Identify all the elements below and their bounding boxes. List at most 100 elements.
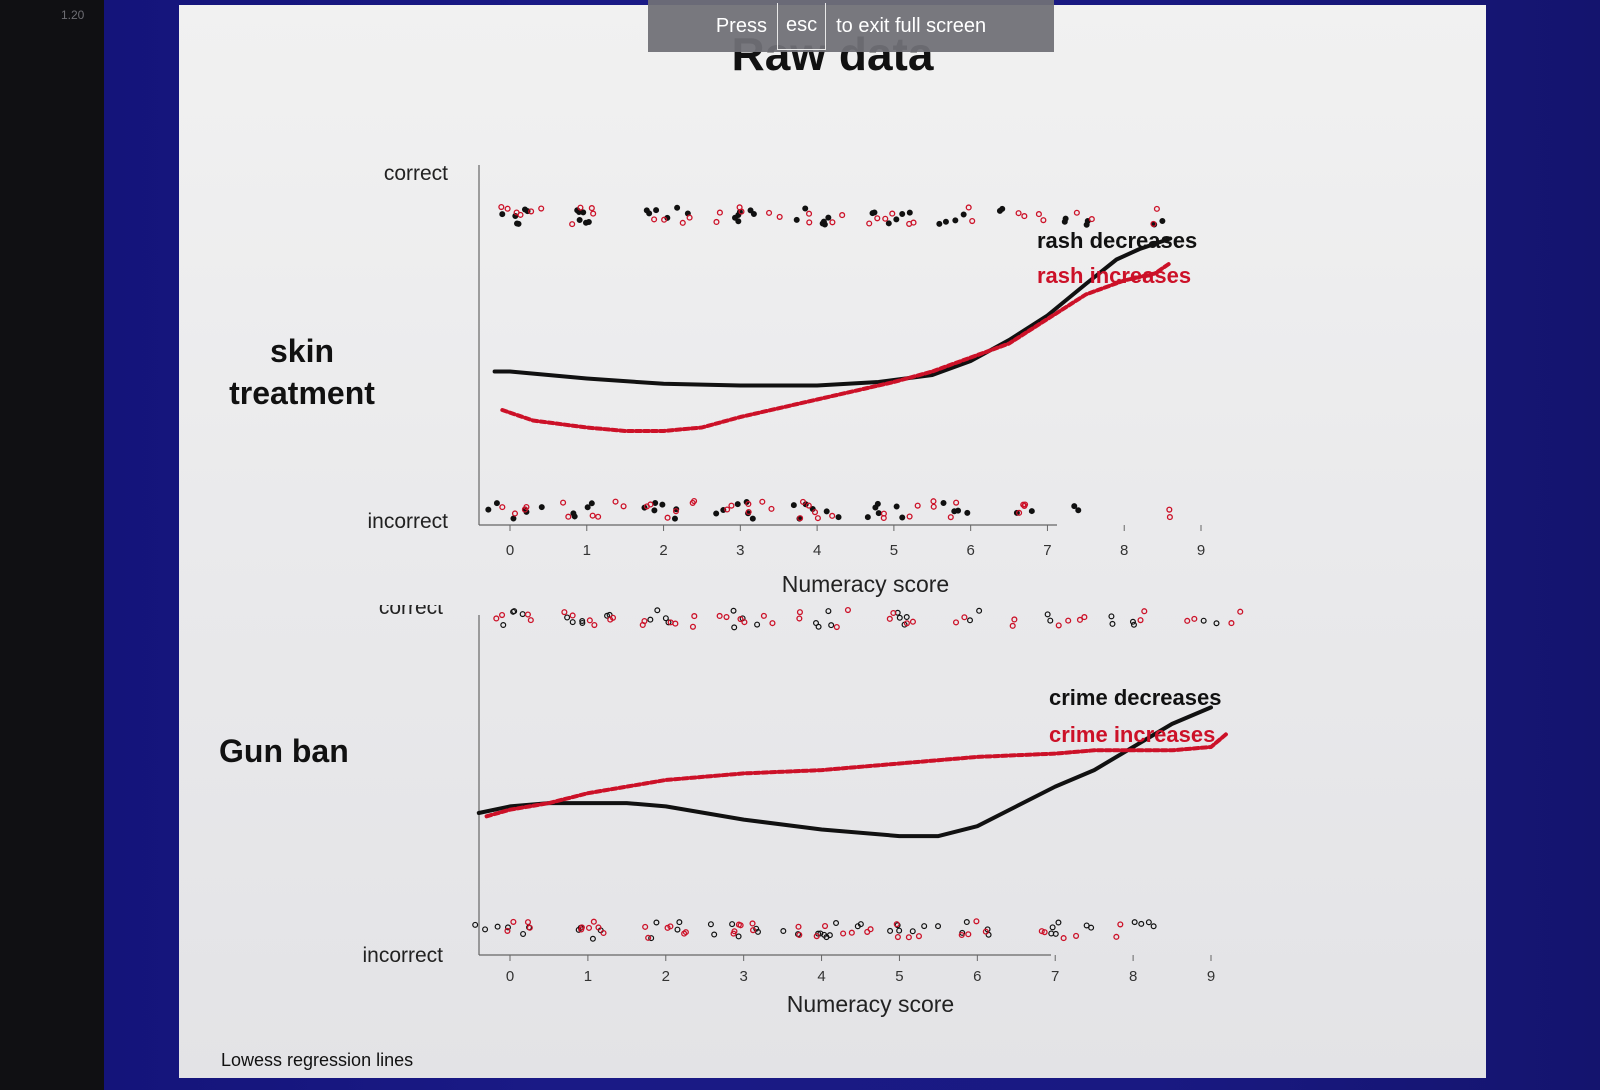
- data-point-red: [796, 615, 803, 622]
- data-point-black: [835, 514, 842, 521]
- x-tick-label: 7: [1043, 542, 1051, 559]
- data-point-black: [869, 210, 876, 217]
- data-point-black: [674, 204, 681, 211]
- data-point-red: [796, 609, 803, 616]
- data-point-red: [1191, 615, 1198, 622]
- y-label-incorrect: incorrect: [362, 944, 443, 967]
- data-point-red: [569, 221, 576, 228]
- x-tick-label: 9: [1197, 542, 1205, 559]
- data-point-red: [947, 514, 954, 521]
- data-point-red: [523, 503, 530, 511]
- data-point-red: [538, 205, 545, 212]
- data-point-black: [1108, 613, 1115, 620]
- data-point-black: [875, 510, 882, 517]
- x-tick-label: 6: [973, 968, 981, 985]
- data-point-red: [526, 924, 533, 931]
- series-label: crime increases: [1049, 722, 1215, 747]
- x-tick-label: 8: [1120, 542, 1128, 559]
- data-point-red: [766, 209, 773, 216]
- data-point-red: [586, 617, 593, 624]
- data-point-red: [588, 205, 595, 212]
- data-point-black: [1083, 922, 1090, 929]
- data-point-red: [612, 498, 619, 505]
- data-point-black: [585, 219, 592, 226]
- data-point-black: [828, 622, 835, 629]
- data-point-black: [1138, 920, 1145, 927]
- data-point-red: [681, 930, 688, 937]
- data-point-black: [472, 921, 479, 928]
- data-point-red: [577, 204, 584, 211]
- data-point-red: [1081, 614, 1088, 621]
- data-point-black: [960, 211, 967, 218]
- data-point-red: [716, 209, 723, 216]
- series-label: crime decreases: [1049, 685, 1221, 710]
- data-point-red: [829, 219, 836, 226]
- data-point-black: [1109, 620, 1116, 627]
- data-point-red: [811, 509, 819, 516]
- data-point-red: [796, 931, 803, 938]
- data-point-red: [903, 620, 910, 627]
- data-point-red: [651, 216, 658, 223]
- data-point-black: [731, 624, 738, 631]
- data-point-black: [604, 612, 611, 619]
- data-point-black: [780, 928, 787, 935]
- data-point-black: [749, 515, 756, 522]
- data-point-black: [520, 930, 527, 937]
- exit-fullscreen-banner: Press esc to exit full screen: [648, 0, 1054, 52]
- y-label-correct: correct: [384, 162, 448, 185]
- data-point-red: [1021, 502, 1028, 510]
- data-point-red: [1137, 617, 1144, 624]
- data-point-black: [576, 217, 583, 224]
- data-point-black: [1052, 930, 1059, 937]
- data-point-red: [569, 612, 576, 619]
- data-point-red: [886, 615, 893, 622]
- data-point-red: [882, 215, 889, 222]
- data-point-black: [964, 509, 971, 516]
- esc-key-hint[interactable]: esc: [776, 2, 827, 50]
- data-point-red: [723, 614, 730, 621]
- data-point-red: [1166, 506, 1173, 513]
- x-tick-label: 0: [506, 968, 514, 985]
- data-point-red: [880, 510, 887, 517]
- data-point-red: [864, 928, 871, 935]
- data-point-red: [958, 931, 965, 939]
- data-point-red: [1073, 932, 1080, 939]
- x-tick-label: 4: [813, 542, 821, 559]
- data-point-red: [590, 918, 597, 925]
- data-point-black: [1088, 924, 1095, 931]
- data-point-red: [1141, 608, 1148, 615]
- data-point-red: [797, 515, 804, 522]
- data-point-red: [953, 499, 960, 506]
- data-point-red: [565, 513, 572, 520]
- data-point-black: [826, 932, 833, 939]
- data-point-red: [524, 611, 531, 618]
- data-point-black: [802, 205, 809, 212]
- data-point-black: [1131, 919, 1138, 926]
- data-point-red: [893, 921, 900, 928]
- data-point-red: [769, 620, 776, 627]
- data-point-black: [793, 216, 800, 223]
- data-point-red: [589, 512, 596, 519]
- data-point-red: [768, 505, 775, 512]
- x-tick-label: 1: [583, 542, 591, 559]
- data-point-red: [930, 503, 937, 510]
- data-point-red: [1184, 617, 1191, 624]
- data-point-black: [665, 619, 672, 626]
- data-point-red: [1065, 617, 1072, 624]
- data-point-red: [814, 515, 821, 522]
- data-point-black: [864, 514, 871, 521]
- data-point-red: [840, 930, 847, 937]
- data-point-black: [1071, 503, 1078, 510]
- data-point-black: [1159, 218, 1166, 225]
- data-point-black: [893, 216, 900, 223]
- data-point-black: [648, 935, 655, 942]
- section-label-skin-treatment: skin treatment: [217, 330, 387, 414]
- data-point-red: [689, 499, 696, 506]
- data-point-black: [823, 508, 830, 515]
- data-point-red: [749, 927, 757, 934]
- data-point-black: [571, 513, 578, 520]
- data-point-red: [728, 502, 735, 509]
- data-point-red: [510, 918, 517, 925]
- data-point-black: [729, 921, 736, 928]
- data-point-black: [674, 926, 681, 933]
